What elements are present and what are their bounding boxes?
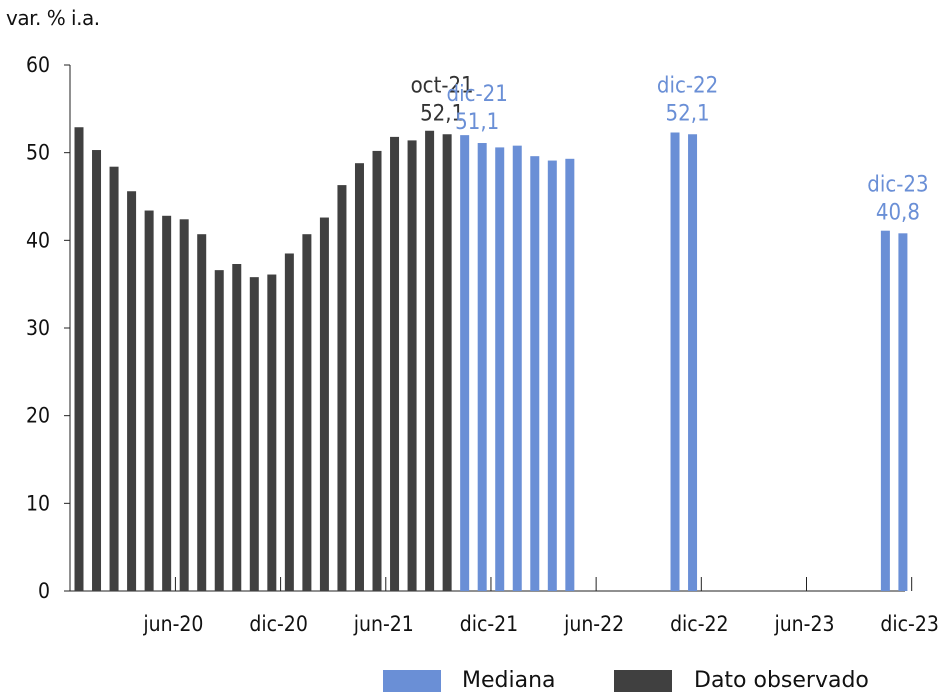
legend-swatch-dato-observado [614,670,672,692]
bar-dato-observado [425,130,435,591]
bar-dato-observado [249,277,259,591]
x-tick-label: jun-23 [773,612,834,636]
bar-mediana [565,158,575,591]
chart-legend: Mediana Dato observado [0,664,947,693]
bar-dato-observado [109,166,119,591]
bar-dato-observado [319,217,329,592]
annotation-label: dic-22 [657,73,718,98]
bar-dato-observado [127,191,137,592]
legend-label-dato-observado: Dato observado [694,668,869,693]
bar-dato-observado [372,150,382,591]
y-tick-label: 20 [26,404,50,428]
bar-dato-observado [232,264,242,591]
bar-mediana [688,134,698,592]
legend-swatch-mediana [383,670,441,692]
bar-dato-observado [162,215,172,591]
x-tick-label: jun-20 [142,612,203,636]
bar-mediana [898,233,908,591]
bar-dato-observado [302,234,312,592]
annotation-value: 51,1 [455,110,499,135]
bar-mediana [512,145,522,592]
y-tick-label: 10 [26,491,50,515]
bar-dato-observado [442,134,452,592]
bar-mediana [477,143,487,592]
bar-dato-observado [197,234,207,592]
bar-dato-observado [390,136,400,592]
x-tick-label: dic-21 [460,612,519,636]
annotation-value: 40,8 [876,200,920,225]
y-tick-label: 30 [26,316,50,340]
bar-mediana [495,147,505,591]
annotation-value: 52,1 [420,101,464,126]
x-tick-label: dic-23 [880,612,939,636]
bar-mediana [530,156,540,591]
legend-label-mediana: Mediana [462,668,556,693]
x-tick-label: dic-20 [249,612,308,636]
bar-mediana [880,230,890,591]
bar-dato-observado [144,210,154,591]
y-axis-unit-label: var. % i.a. [6,6,100,30]
x-tick-label: jun-21 [353,612,414,636]
x-tick-label: jun-22 [563,612,624,636]
y-tick-label: 0 [38,579,50,603]
bar-dato-observado [92,150,102,591]
y-tick-label: 60 [26,53,50,77]
bar-dato-observado [214,270,224,591]
bar-mediana [547,160,557,591]
annotation-label: dic-23 [867,172,928,197]
bar-dato-observado [74,127,84,591]
bar-dato-observado [407,140,417,592]
annotation-label: dic-21 [447,82,508,107]
bar-dato-observado [337,185,347,591]
bar-mediana [460,135,470,591]
y-tick-label: 40 [26,228,50,252]
bar-dato-observado [179,219,189,591]
y-tick-label: 50 [26,141,50,165]
bar-mediana [670,132,680,591]
annotation-value: 52,1 [666,101,710,126]
annotation-label: oct-21 [411,73,474,98]
bar-dato-observado [354,163,364,592]
x-tick-label: dic-22 [670,612,729,636]
bar-dato-observado [267,274,277,591]
bar-chart: 0 10 20 30 40 50 60 jun-20 dic-20 jun-21 dic-21 jun… [26,53,939,636]
bar-dato-observado [284,253,294,591]
